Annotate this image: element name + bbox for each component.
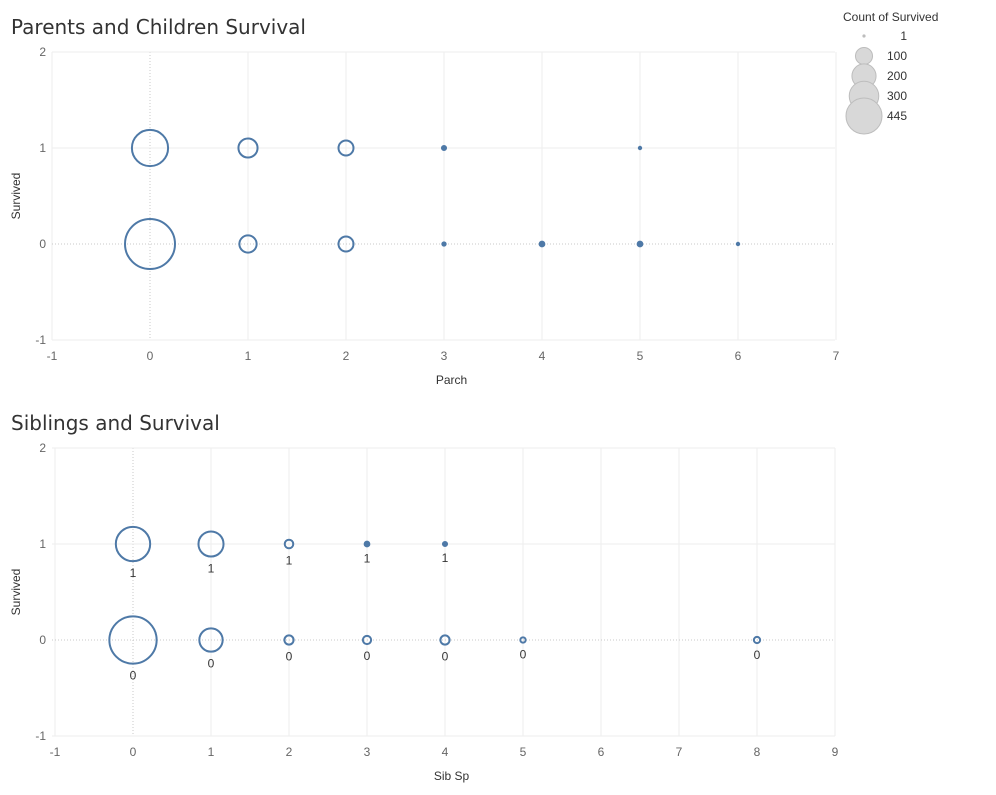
x-axis-label: Parch [436, 373, 467, 387]
data-point[interactable] [441, 241, 447, 247]
data-point[interactable] [283, 634, 295, 646]
x-tick-label: 0 [147, 349, 154, 363]
data-point[interactable] [637, 145, 643, 151]
data-label: 0 [208, 657, 215, 671]
x-tick-label: 9 [832, 745, 839, 759]
data-label: 0 [442, 650, 449, 664]
x-tick-label: 4 [442, 745, 449, 759]
chart-2: Siblings and Survival 2 1 0 -1 -1 0 1 2 3 4 5 6 7 8 9 Si… [9, 411, 839, 783]
data-point[interactable] [114, 525, 152, 563]
data-label: 0 [286, 650, 293, 664]
data-point[interactable] [197, 530, 225, 558]
data-point[interactable] [337, 235, 355, 253]
data-point[interactable] [124, 218, 176, 270]
legend-swatch [845, 97, 883, 135]
y-tick-label: 1 [39, 537, 46, 551]
data-marks [124, 128, 741, 270]
gridlines [51, 51, 837, 341]
data-point[interactable] [237, 137, 259, 159]
x-tick-label: 5 [637, 349, 644, 363]
legend-title: Count of Survived [843, 10, 938, 24]
data-point[interactable] [337, 139, 355, 157]
data-point[interactable] [238, 234, 258, 254]
data-point[interactable] [283, 538, 295, 550]
data-point[interactable] [439, 634, 451, 646]
x-tick-label: 3 [364, 745, 371, 759]
data-point[interactable] [735, 241, 741, 247]
gridlines [52, 447, 836, 737]
y-tick-label: 0 [39, 633, 46, 647]
data-label: 0 [754, 648, 761, 662]
data-label: 0 [364, 649, 371, 663]
chart-1: Parents and Children Survival 2 1 0 -1-1 0 1 2 3… [9, 15, 840, 387]
data-point[interactable] [198, 627, 224, 653]
data-point[interactable] [440, 144, 448, 152]
data-point[interactable] [108, 615, 158, 665]
x-axis-label: Sib Sp [434, 769, 470, 783]
y-axis-label: Survived [9, 569, 23, 616]
chart-title: Parents and Children Survival [11, 15, 306, 39]
x-tick-label: 2 [343, 349, 350, 363]
x-tick-label: 4 [539, 349, 546, 363]
y-axis-label: Survived [9, 173, 23, 220]
y-tick-label: -1 [35, 333, 46, 347]
x-tick-label: 7 [833, 349, 840, 363]
legend-entry-label: 445 [887, 109, 907, 123]
size-legend: Count of Survived 1 100 200 300 445 [843, 10, 938, 135]
x-tick-label: 0 [130, 745, 137, 759]
data-marks: 1 1 1 1 1 0 0 0 0 0 0 0 [108, 525, 762, 683]
data-label: 1 [286, 553, 293, 567]
x-tick-label: 6 [598, 745, 605, 759]
legend-entry-label: 1 [900, 29, 907, 43]
x-tick-label: -1 [50, 745, 61, 759]
data-point[interactable] [361, 634, 373, 646]
data-point[interactable] [519, 636, 527, 644]
x-tick-label: 1 [208, 745, 215, 759]
legend-swatch [862, 34, 866, 38]
data-label: 1 [364, 551, 371, 565]
y-tick-label: -1 [35, 729, 46, 743]
legend-entry-label: 100 [887, 49, 907, 63]
data-label: 0 [130, 669, 137, 683]
y-tick-label: 2 [39, 45, 46, 59]
x-tick-label: 2 [286, 745, 293, 759]
legend-entry-label: 200 [887, 69, 907, 83]
y-tick-label: 2 [39, 441, 46, 455]
data-label: 1 [208, 562, 215, 576]
y-tick-label: 1 [39, 141, 46, 155]
data-point[interactable] [538, 240, 546, 248]
data-point[interactable] [636, 240, 644, 248]
data-point[interactable] [441, 540, 449, 548]
legend-entry-label: 300 [887, 89, 907, 103]
x-tick-label: 8 [754, 745, 761, 759]
data-point[interactable] [363, 540, 371, 548]
chart-title: Siblings and Survival [11, 411, 220, 435]
x-tick-label: 7 [676, 745, 683, 759]
x-tick-label: 5 [520, 745, 527, 759]
data-label: 1 [130, 566, 137, 580]
data-point[interactable] [130, 128, 170, 168]
y-tick-label: 0 [39, 237, 46, 251]
data-label: 0 [520, 648, 527, 662]
x-tick-label: 1 [245, 349, 252, 363]
data-label: 1 [442, 551, 449, 565]
legend-swatch [854, 46, 874, 66]
x-tick-label: -1 [47, 349, 58, 363]
x-tick-label: 3 [441, 349, 448, 363]
data-point[interactable] [752, 635, 762, 645]
x-tick-label: 6 [735, 349, 742, 363]
